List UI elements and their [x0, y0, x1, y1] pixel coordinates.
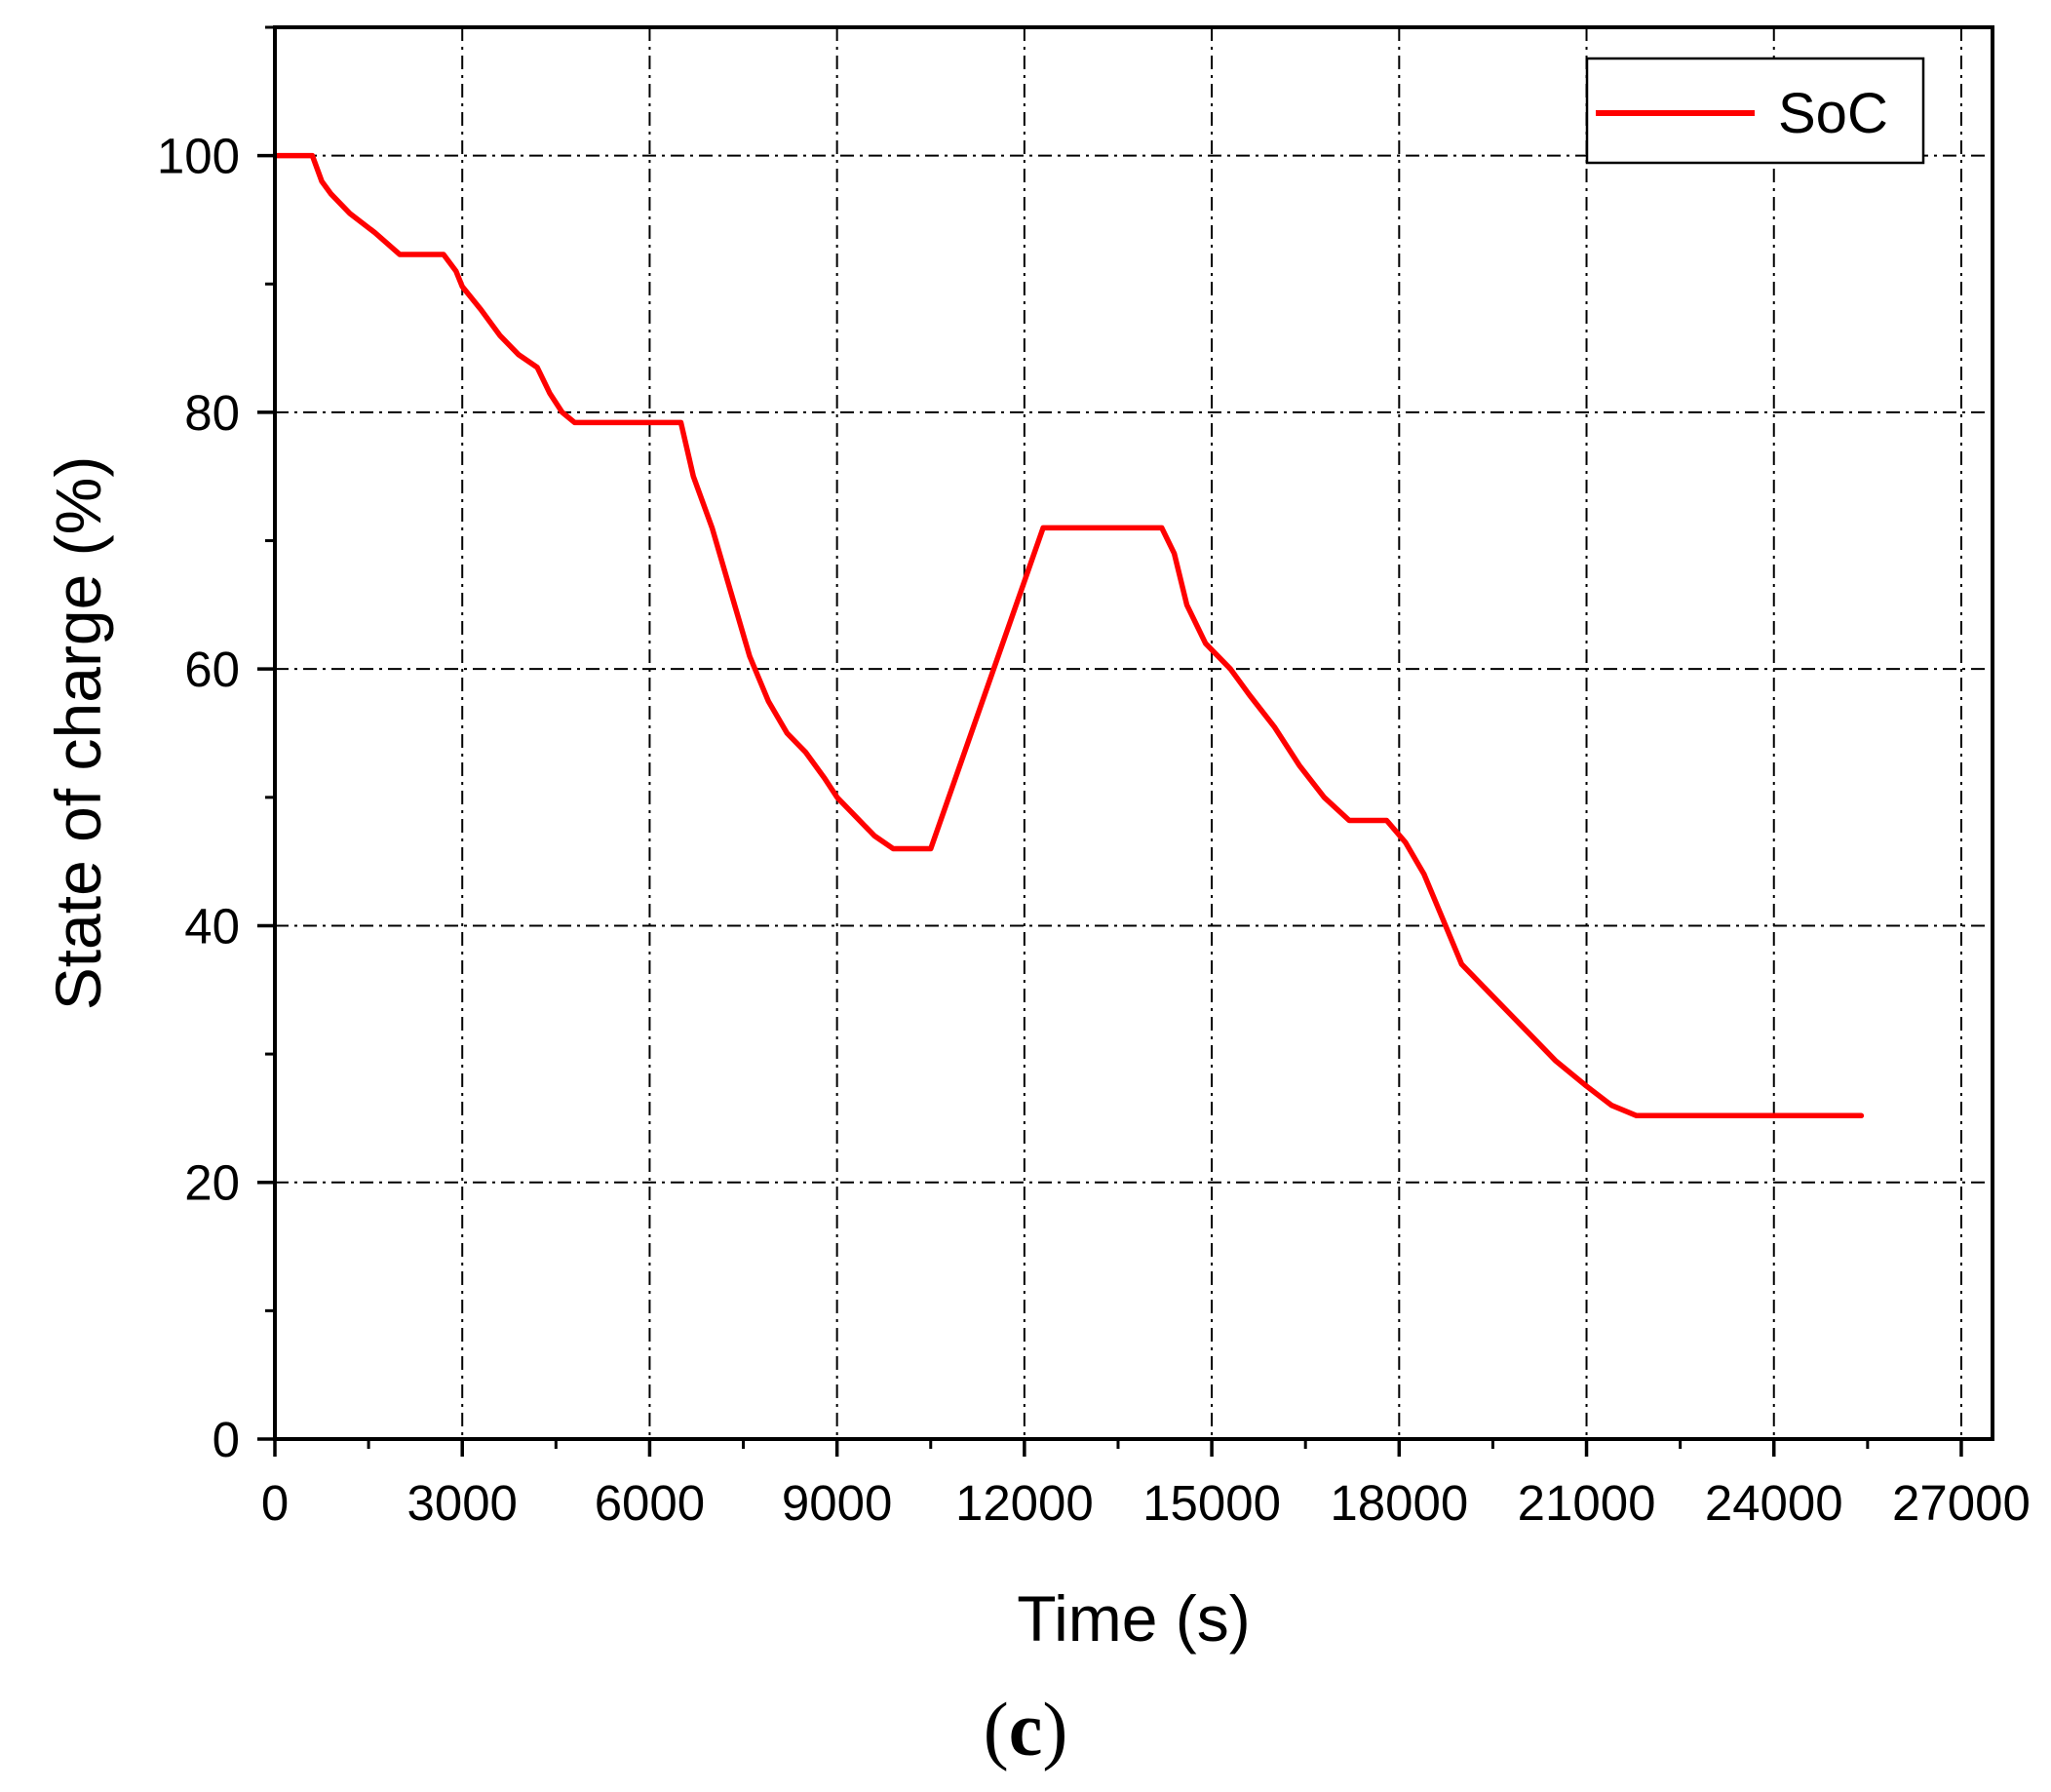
y-tick-label: 100 [157, 129, 240, 184]
x-tick-label: 18000 [1330, 1475, 1468, 1531]
x-tick-label: 0 [261, 1475, 289, 1531]
y-tick-label: 60 [184, 642, 240, 697]
legend: SoC [1585, 57, 1925, 165]
plot-frame [273, 25, 1994, 1441]
y-tick-label: 20 [184, 1155, 240, 1211]
panel-label: (c) [984, 1687, 1068, 1772]
y-tick-labels: 0 20 40 60 80 100 [157, 129, 240, 1467]
grid-lines [275, 27, 1993, 1439]
y-axis-title: State of charge (%) [42, 456, 114, 1011]
x-tick-label: 3000 [406, 1475, 517, 1531]
x-axis-title: Time (s) [1017, 1582, 1251, 1655]
legend-label-soc: SoC [1778, 82, 1888, 145]
series-line-soc [272, 152, 1865, 1119]
y-tick-label: 0 [213, 1412, 240, 1467]
x-tick-label: 27000 [1892, 1475, 2031, 1531]
series-layer [272, 152, 1865, 1119]
panel-label-open-paren: ( [984, 1687, 1009, 1772]
x-tick-label: 6000 [595, 1475, 705, 1531]
x-tick-label: 9000 [782, 1475, 892, 1531]
x-tick-label: 15000 [1142, 1475, 1281, 1531]
x-tick-label: 24000 [1705, 1475, 1843, 1531]
axis-ticks [257, 25, 1963, 1457]
x-tick-label: 12000 [955, 1475, 1094, 1531]
y-tick-label: 40 [184, 898, 240, 954]
x-tick-labels: 0 3000 6000 9000 12000 15000 18000 21000 24000 27… [261, 1475, 2031, 1531]
y-tick-label: 80 [184, 385, 240, 441]
x-tick-label: 21000 [1518, 1475, 1656, 1531]
panel-label-letter: c [1009, 1687, 1043, 1772]
panel-label-close-paren: ) [1042, 1687, 1067, 1772]
